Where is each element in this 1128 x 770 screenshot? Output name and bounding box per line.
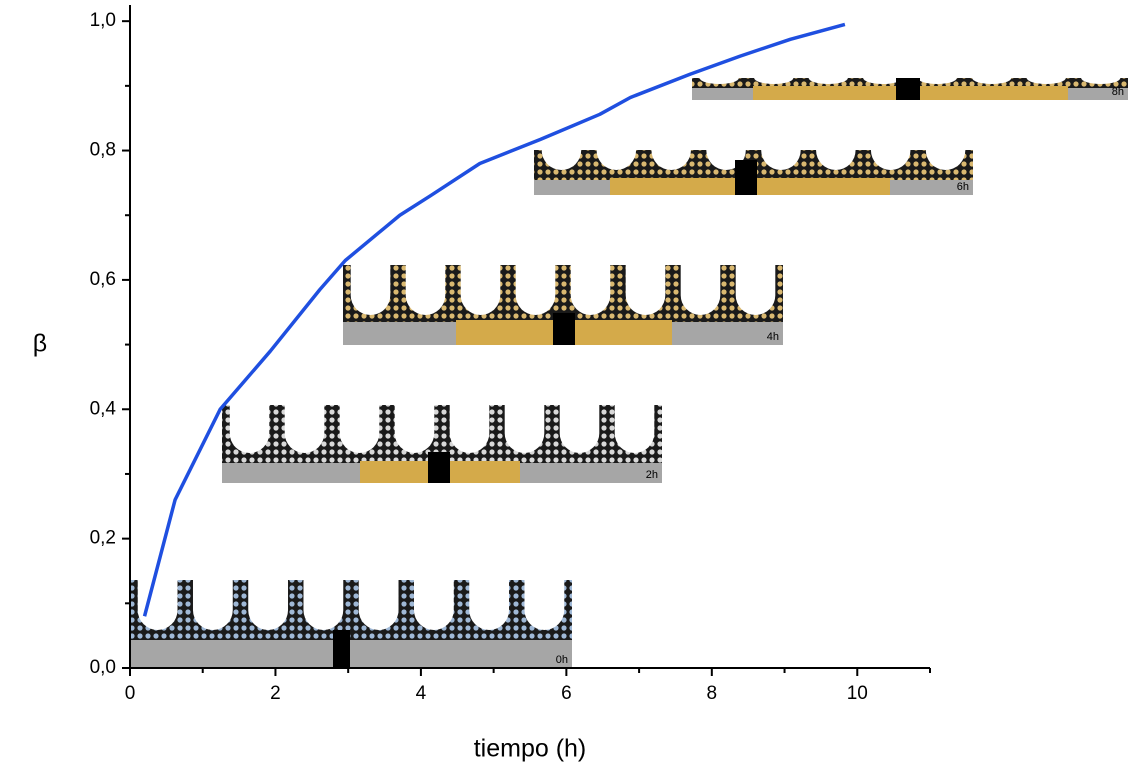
inset-block (553, 313, 575, 345)
inset-base (130, 640, 572, 668)
y-tick-label: 0,6 (90, 269, 116, 290)
x-tick-label: 2 (270, 683, 281, 704)
inset-well (248, 580, 288, 630)
inset-block (333, 630, 350, 668)
inset-well (505, 405, 545, 453)
inset-well (414, 580, 454, 630)
inset-well (516, 265, 556, 315)
inset-well (736, 265, 776, 315)
inset-well (359, 580, 399, 630)
x-axis-title: tiempo (h) (474, 735, 587, 763)
inset-well (193, 580, 233, 630)
inset-well (450, 405, 490, 453)
inset-well (285, 405, 325, 453)
inset-label: 2h (646, 469, 658, 481)
inset-well (469, 580, 509, 630)
inset-well (571, 265, 611, 315)
inset-label: 0h (556, 654, 568, 666)
inset-well (524, 580, 564, 630)
inset-label: 4h (767, 331, 779, 343)
inset-well (230, 405, 270, 453)
inset-block (896, 78, 920, 100)
inset-well (340, 405, 380, 453)
x-tick-label: 6 (561, 683, 572, 704)
inset-label: 8h (1112, 86, 1124, 98)
inset-well (615, 405, 655, 453)
chart: 0h 2h 4h 6h 8h β tiempo (h) 0,0 0,2 0,4 0,6 0,8 1… (0, 0, 1128, 770)
x-tick-label: 4 (416, 683, 427, 704)
inset-label: 6h (957, 181, 969, 193)
x-tick-label: 8 (707, 683, 718, 704)
inset-well (626, 265, 666, 315)
inset-block (428, 452, 450, 483)
inset-well (461, 265, 501, 315)
y-axis-title: β (33, 330, 47, 358)
inset-well (560, 405, 600, 453)
insets: 0h 2h 4h 6h 8h (130, 78, 1128, 668)
y-tick-label: 0,8 (90, 140, 116, 161)
x-tick-label: 10 (847, 683, 868, 704)
y-tick-label: 0,2 (90, 528, 116, 549)
inset-well (406, 265, 446, 315)
inset-well (138, 580, 178, 630)
y-tick-label: 0,0 (90, 657, 116, 678)
inset-well (351, 265, 391, 315)
x-tick-label: 0 (125, 683, 136, 704)
y-tick-label: 1,0 (90, 10, 116, 31)
y-tick-label: 0,4 (90, 398, 117, 419)
inset-block (735, 160, 757, 195)
inset-well (395, 405, 435, 453)
inset-well (681, 265, 721, 315)
inset-well (303, 580, 343, 630)
